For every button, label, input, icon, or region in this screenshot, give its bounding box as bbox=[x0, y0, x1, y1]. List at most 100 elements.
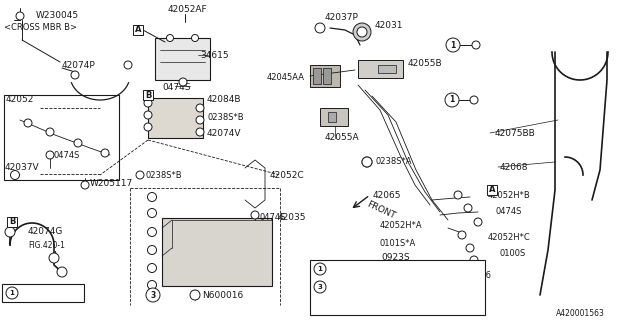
Bar bbox=[378, 65, 396, 73]
Text: 0100S: 0100S bbox=[500, 249, 526, 258]
Circle shape bbox=[46, 151, 54, 159]
Bar bbox=[2, 284, 84, 302]
Circle shape bbox=[464, 204, 472, 212]
Text: FIG.420-1: FIG.420-1 bbox=[28, 241, 65, 250]
Circle shape bbox=[124, 61, 132, 69]
Text: 34615: 34615 bbox=[200, 51, 228, 60]
Text: 1: 1 bbox=[449, 95, 454, 105]
Circle shape bbox=[454, 191, 462, 199]
Circle shape bbox=[472, 41, 480, 49]
Text: 0101S*A: 0101S*A bbox=[380, 238, 416, 247]
Bar bbox=[323, 68, 331, 84]
Text: 42074G: 42074G bbox=[28, 228, 63, 236]
Bar bbox=[358, 60, 403, 78]
Bar bbox=[310, 65, 340, 87]
Circle shape bbox=[147, 209, 157, 218]
Text: A420001563: A420001563 bbox=[556, 309, 605, 318]
Text: 42074V: 42074V bbox=[207, 129, 241, 138]
Circle shape bbox=[446, 38, 460, 52]
Circle shape bbox=[191, 35, 198, 42]
Bar bbox=[4, 95, 119, 180]
Text: 42052AF: 42052AF bbox=[168, 5, 207, 14]
Text: N600016: N600016 bbox=[202, 291, 243, 300]
Bar bbox=[148, 98, 203, 138]
Circle shape bbox=[136, 171, 144, 179]
Circle shape bbox=[458, 231, 466, 239]
Bar bbox=[320, 108, 348, 126]
Text: 0923S: 0923S bbox=[381, 253, 410, 262]
Bar bbox=[155, 38, 210, 80]
Text: (1704-): (1704-) bbox=[406, 300, 444, 309]
Text: 1: 1 bbox=[10, 290, 15, 296]
Circle shape bbox=[445, 93, 459, 107]
Text: 42052: 42052 bbox=[6, 95, 35, 105]
Text: 42037□: 42037□ bbox=[22, 289, 59, 298]
Circle shape bbox=[147, 263, 157, 273]
Text: 42074P: 42074P bbox=[62, 61, 96, 70]
Circle shape bbox=[147, 281, 157, 290]
Circle shape bbox=[474, 218, 482, 226]
Circle shape bbox=[6, 287, 18, 299]
Text: 0474S: 0474S bbox=[496, 207, 522, 217]
Circle shape bbox=[147, 228, 157, 236]
Text: 42037V: 42037V bbox=[5, 163, 40, 172]
Circle shape bbox=[314, 263, 326, 275]
Text: 1: 1 bbox=[451, 41, 456, 50]
Bar bbox=[328, 112, 336, 122]
Text: 3: 3 bbox=[317, 284, 323, 290]
Text: A: A bbox=[489, 186, 495, 195]
Bar bbox=[133, 25, 143, 35]
Text: 42045AA: 42045AA bbox=[267, 74, 305, 83]
Circle shape bbox=[81, 181, 89, 189]
Text: FIG.421: FIG.421 bbox=[432, 292, 464, 300]
Circle shape bbox=[71, 71, 79, 79]
Circle shape bbox=[57, 267, 67, 277]
Text: 42037P: 42037P bbox=[325, 13, 359, 22]
Circle shape bbox=[10, 171, 19, 180]
Circle shape bbox=[24, 119, 32, 127]
Text: 0474S: 0474S bbox=[162, 84, 191, 92]
Text: 42068: 42068 bbox=[500, 163, 529, 172]
Text: 42031: 42031 bbox=[375, 20, 403, 29]
Text: W230045: W230045 bbox=[36, 12, 79, 20]
Text: W170026: W170026 bbox=[452, 271, 492, 281]
Circle shape bbox=[101, 149, 109, 157]
Text: 0474S: 0474S bbox=[260, 212, 286, 221]
Text: 42035: 42035 bbox=[278, 213, 307, 222]
Circle shape bbox=[147, 193, 157, 202]
Bar bbox=[143, 90, 153, 100]
Circle shape bbox=[74, 139, 82, 147]
Text: 42052H*C: 42052H*C bbox=[488, 233, 531, 242]
Text: (1207-1704>: (1207-1704> bbox=[406, 283, 465, 292]
Text: 3: 3 bbox=[150, 291, 156, 300]
Text: 42065: 42065 bbox=[373, 190, 401, 199]
Text: 1: 1 bbox=[317, 266, 323, 272]
Bar bbox=[313, 68, 321, 84]
Text: (-1207): (-1207) bbox=[406, 265, 444, 274]
Circle shape bbox=[146, 288, 160, 302]
Circle shape bbox=[314, 281, 326, 293]
Circle shape bbox=[144, 99, 152, 107]
Bar bbox=[162, 218, 272, 286]
Text: A: A bbox=[135, 26, 141, 35]
Text: 42084B: 42084B bbox=[207, 95, 241, 105]
Circle shape bbox=[144, 123, 152, 131]
Circle shape bbox=[476, 271, 484, 279]
Text: <CROSS MBR B>: <CROSS MBR B> bbox=[4, 22, 77, 31]
Bar bbox=[487, 185, 497, 195]
Text: 42052C: 42052C bbox=[270, 171, 305, 180]
Text: 42075BB: 42075BB bbox=[495, 129, 536, 138]
Circle shape bbox=[357, 27, 367, 37]
Circle shape bbox=[470, 96, 478, 104]
Text: N600016: N600016 bbox=[334, 265, 372, 274]
Circle shape bbox=[46, 128, 54, 136]
Text: FRONT: FRONT bbox=[365, 200, 396, 221]
Circle shape bbox=[362, 157, 372, 167]
Text: 42052H*B: 42052H*B bbox=[488, 190, 531, 199]
Text: 0474S: 0474S bbox=[54, 150, 81, 159]
Circle shape bbox=[196, 104, 204, 112]
Circle shape bbox=[470, 256, 478, 264]
Text: 42052H*A: 42052H*A bbox=[380, 220, 422, 229]
Circle shape bbox=[466, 244, 474, 252]
Text: 0238S*B: 0238S*B bbox=[146, 171, 182, 180]
